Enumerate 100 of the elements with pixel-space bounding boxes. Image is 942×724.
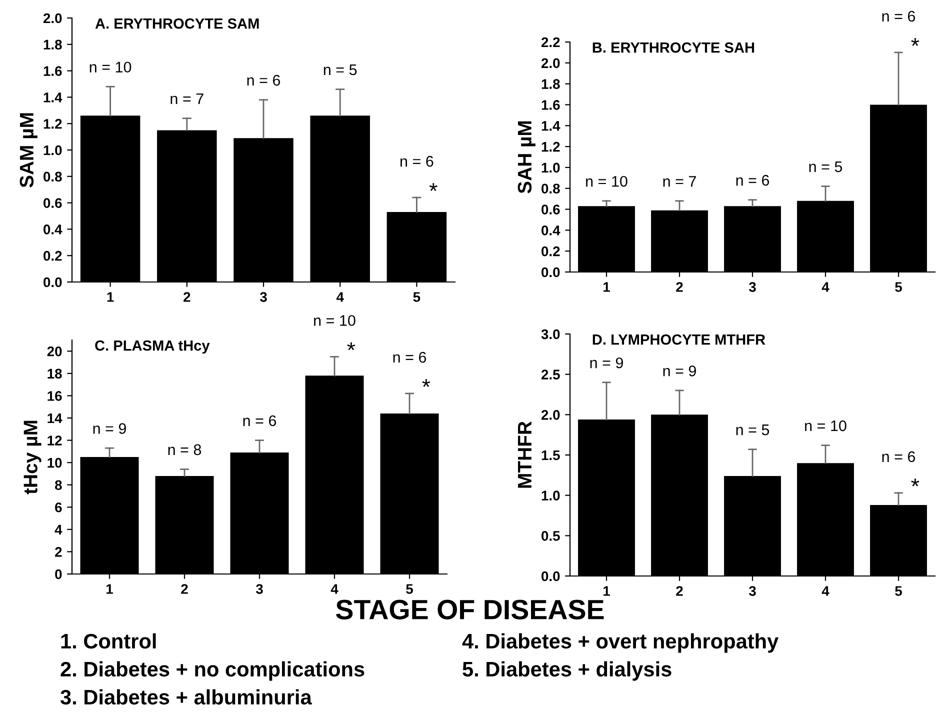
y-axis-title: SAM µM [20, 113, 38, 188]
y-tick-label: 8 [54, 480, 62, 490]
x-tick-label: 4 [336, 292, 344, 302]
y-tick-label: 0.6 [44, 198, 62, 208]
y-tick-label: 1.5 [542, 450, 560, 460]
x-tick-label: 2 [181, 584, 188, 594]
y-tick-label: 0.4 [44, 224, 62, 234]
x-tick-label: 5 [895, 586, 902, 596]
y-tick-label: 10 [48, 458, 62, 468]
annotation: n = 9 [93, 423, 126, 434]
annotation: n = 6 [882, 451, 916, 462]
y-tick-label: 1.0 [44, 145, 62, 156]
y-tick-label: 3.0 [541, 329, 560, 340]
annotation: n = 9 [590, 357, 623, 368]
y-tick-label: 0 [55, 569, 62, 580]
x-tick-label: 3 [748, 282, 756, 292]
y-tick-label: 0.8 [44, 172, 62, 182]
y-tick-label: 0.2 [44, 250, 62, 261]
y-tick-label: 2 [55, 547, 62, 557]
annotation: n = 8 [168, 444, 202, 456]
text: 1. Control [61, 633, 156, 649]
annotation: n = 10 [586, 176, 628, 187]
y-tick-label: 0.4 [542, 226, 560, 236]
chart-title: B. ERYTHROCYTE SAH [592, 42, 754, 53]
y-tick-label: 4 [54, 524, 62, 534]
y-tick-label: 0.0 [542, 267, 560, 278]
chart-title: C. PLASMA tHcy [95, 340, 210, 354]
x-tick-label: 5 [406, 584, 413, 594]
y-tick-label: 20 [47, 346, 62, 356]
y-tick-label: 0.0 [542, 571, 560, 582]
y-tick-label: 1.6 [44, 66, 62, 76]
x-tick-label: 2 [184, 292, 190, 302]
y-tick-label: 0.6 [542, 204, 560, 214]
y-tick-label: 1.2 [542, 142, 560, 152]
y-tick-label: 14 [48, 413, 62, 424]
y-tick-label: 1.6 [542, 100, 560, 110]
x-tick-label: 3 [260, 292, 267, 302]
x-tick-label: 4 [822, 586, 830, 596]
chart-title: A. ERYTHROCYTE SAM [95, 18, 259, 29]
x-tick-label: 3 [748, 586, 756, 596]
y-tick-label: 1.8 [44, 40, 62, 50]
annotation: * [347, 342, 356, 350]
annotation: n = 10 [90, 62, 132, 73]
y-tick-label: 1.0 [542, 490, 560, 501]
y-tick-label: 2.2 [541, 37, 560, 48]
y-axis-title: tHcy µM [24, 420, 42, 494]
y-tick-label: 0.8 [542, 184, 560, 194]
y-tick-label: 1.4 [542, 121, 560, 131]
x-tick-label: 4 [330, 584, 338, 594]
annotation: n = 6 [393, 352, 426, 363]
y-tick-label: 18 [48, 368, 62, 379]
text: n = 6 [882, 10, 916, 22]
x-tick-label: 4 [822, 282, 830, 292]
y-axis-title: SAH µM [518, 121, 536, 194]
annotation: n = 6 [400, 156, 434, 167]
annotation: n = 10 [805, 420, 846, 432]
annotation: n = 5 [324, 64, 357, 76]
y-tick-label: 16 [48, 391, 62, 401]
x-tick-label: 1 [604, 282, 610, 292]
text: 2. Diabetes + no complications [60, 661, 364, 681]
x-tick-label: 3 [256, 584, 263, 594]
x-tick-label: 2 [676, 586, 683, 596]
x-tick-label: 1 [106, 584, 113, 594]
x-tick-label: 2 [676, 282, 683, 292]
x-tick-label: 5 [413, 292, 420, 302]
y-tick-label: 2.0 [541, 58, 560, 68]
annotation: n = 5 [736, 424, 770, 436]
y-tick-label: 6 [55, 502, 62, 512]
y-tick-label: 1.8 [542, 79, 560, 89]
annotation: n = 5 [809, 161, 842, 172]
chart-title: D. LYMPHOCYTE MTHFR [592, 334, 766, 345]
y-tick-label: 1.0 [542, 162, 560, 173]
annotation: n = 9 [663, 366, 696, 376]
text: 3. Diabetes + albuminuria [60, 689, 312, 705]
annotation: n = 7 [663, 176, 696, 187]
annotation: n = 6 [247, 74, 280, 86]
y-axis-title: MTHFR [518, 421, 532, 488]
annotation: * [911, 38, 920, 46]
x-tick-label: 1 [604, 586, 610, 596]
y-tick-label: 1.4 [44, 92, 62, 102]
y-tick-label: 12 [48, 436, 62, 446]
annotation: * [911, 478, 920, 486]
y-tick-label: 2.0 [43, 13, 62, 24]
x-tick-label: 1 [107, 292, 114, 302]
y-tick-label: 2.0 [541, 410, 560, 420]
x-tick-label: 5 [895, 282, 902, 292]
y-tick-label: 2.5 [541, 370, 560, 380]
y-tick-label: 0.0 [44, 277, 62, 288]
annotation: * [422, 379, 430, 387]
y-tick-label: 0.2 [542, 246, 560, 256]
annotation: n = 6 [243, 415, 276, 426]
text: STAGE OF DISEASE [336, 600, 604, 620]
y-tick-label: 0.5 [542, 531, 560, 541]
text: 5. Diabetes + dialysis [462, 661, 672, 681]
text: n = 10 [314, 315, 356, 326]
annotation: n = 6 [736, 174, 770, 186]
annotation: n = 7 [170, 94, 204, 104]
y-tick-label: 1.2 [44, 118, 62, 129]
annotation: * [429, 183, 438, 191]
text: 4. Diabetes + overt nephropathy [462, 633, 779, 653]
